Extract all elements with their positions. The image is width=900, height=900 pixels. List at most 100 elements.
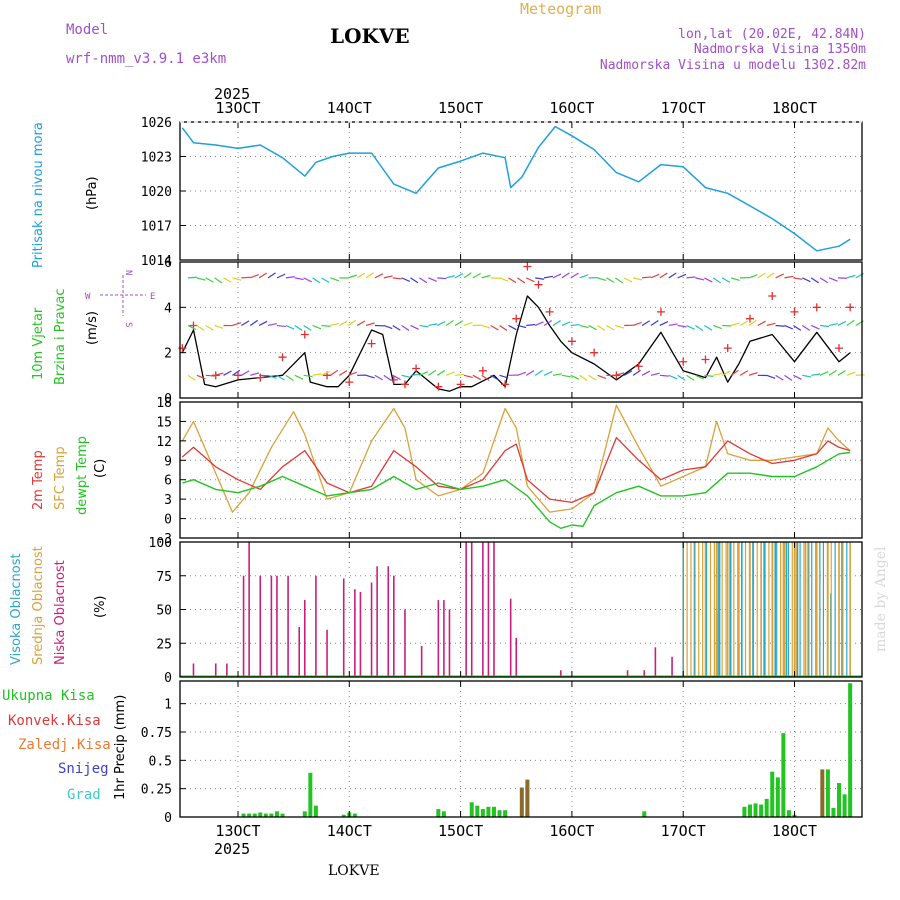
year-label-bottom: 2025 — [214, 840, 250, 858]
wind-arrow — [526, 277, 535, 283]
wind-arrow — [615, 372, 625, 376]
wind-arrow — [330, 369, 339, 376]
panel-3-frame — [179, 541, 863, 678]
wind-arrow — [597, 277, 607, 282]
panel-2-ytick-label-3: 6 — [164, 474, 172, 489]
wind-arrow — [677, 324, 687, 328]
precip-bar — [525, 779, 530, 817]
wind-arrow — [606, 324, 615, 331]
wind-arrow — [535, 277, 545, 280]
legend-snow: Snijeg — [58, 761, 109, 777]
precip-bar — [764, 798, 769, 817]
wind-arrow — [757, 272, 766, 279]
panel-1-frame — [179, 261, 863, 399]
gust-marker — [456, 380, 465, 389]
gust-marker — [345, 378, 354, 387]
x-label-bottom-2: 15OCT — [438, 822, 483, 840]
precip-bar — [770, 771, 775, 817]
wind-arrow — [632, 369, 641, 376]
wind-arrow — [365, 322, 375, 327]
wind-arrow — [401, 374, 411, 378]
wind-arrow — [819, 277, 829, 284]
wind-arrow — [704, 324, 713, 331]
wind-arrow — [419, 371, 428, 376]
gust-marker — [523, 262, 532, 271]
wind-arrow — [383, 275, 393, 279]
precip-bar — [775, 777, 780, 817]
panel-2-ytick-label-4: 9 — [164, 454, 172, 469]
compass-rose: W E N S — [85, 270, 155, 327]
wind-arrow — [383, 324, 393, 330]
wind-arrow — [321, 370, 330, 376]
wind-title-2: Brzina i Pravac — [53, 288, 68, 385]
precip-bar — [842, 794, 847, 817]
temp-title-2: SFC Temp — [53, 446, 68, 510]
wind-arrow — [730, 277, 740, 282]
wind-arrow — [811, 373, 821, 376]
gust-marker — [367, 339, 376, 348]
x-label-top-3: 16OCT — [549, 99, 594, 117]
wind-arrow — [668, 374, 678, 380]
panel-1-ytick-label-0: 0 — [164, 392, 172, 407]
wind-arrow — [739, 370, 749, 376]
wind-arrow — [196, 277, 206, 281]
wind-arrow — [846, 319, 855, 326]
gust-marker — [534, 280, 543, 289]
gust-marker — [300, 330, 309, 339]
panel-3-ytick-label-4: 100 — [149, 536, 172, 551]
wind-arrow — [659, 321, 669, 327]
wind-arrow — [241, 370, 250, 376]
wind-arrow — [784, 275, 794, 279]
wind-arrow — [517, 371, 527, 376]
wind-arrow — [793, 324, 802, 331]
gust-marker — [501, 380, 510, 389]
panel-2-ytick-label-5: 12 — [156, 435, 172, 450]
x-label-bottom-0: 13OCT — [215, 822, 260, 840]
precip-bar — [786, 810, 791, 817]
wind-arrow — [445, 275, 456, 279]
gust-marker — [812, 303, 821, 312]
precip-bar — [480, 809, 485, 817]
wind-arrow — [757, 320, 766, 326]
pressure-labels: Pritisak na nivou mora (hPa) — [31, 122, 100, 268]
wind-arrow — [561, 374, 571, 378]
wind-arrow — [801, 324, 811, 331]
wind-arrow — [196, 374, 206, 380]
wind-arrow — [721, 370, 731, 376]
wind-arrow — [713, 372, 723, 376]
grid-lines — [180, 122, 862, 817]
panel-0-ytick-label-1: 1017 — [141, 220, 172, 235]
gust-marker — [400, 380, 409, 389]
wind-arrow — [347, 371, 357, 376]
precip-bar — [436, 809, 441, 817]
wind-arrow — [499, 277, 509, 282]
wind-arrow — [241, 276, 251, 279]
precip-bar — [848, 683, 853, 817]
wind-arrow — [579, 324, 589, 329]
wind-arrow — [846, 274, 856, 279]
wind-arrow — [187, 324, 197, 331]
wind-arrow — [677, 374, 686, 381]
panel-1-ytick-label-2: 4 — [164, 301, 172, 316]
wind-arrow — [472, 272, 481, 279]
precip-bar — [308, 772, 313, 817]
wind-arrow — [802, 277, 811, 283]
wind-arrow — [330, 322, 340, 327]
cloud-title-3: Niska Oblacnost — [53, 560, 68, 665]
wind-arrow — [463, 321, 473, 327]
wind-arrow — [321, 324, 331, 327]
wind-arrow — [766, 322, 776, 327]
precip-unit: 1hr Precip (mm) — [113, 695, 128, 800]
precip-bar — [759, 804, 764, 817]
wind-arrow — [704, 374, 714, 377]
sfc-temp-line — [181, 404, 851, 513]
precip-bar — [831, 807, 836, 817]
panel-3-ytick-label-0: 0 — [164, 671, 172, 686]
precip-legend: Ukupna Kisa Konvek.Kisa Zaledj.Kisa Snij… — [2, 688, 128, 803]
wind-arrow — [819, 371, 829, 376]
temp-title-3: dewpt Temp — [75, 436, 90, 515]
elevation-text: Nadmorska Visina 1350m — [694, 42, 866, 57]
wind-arrow — [641, 276, 652, 279]
wind-arrow — [445, 371, 455, 376]
wind-arrow — [303, 374, 313, 378]
